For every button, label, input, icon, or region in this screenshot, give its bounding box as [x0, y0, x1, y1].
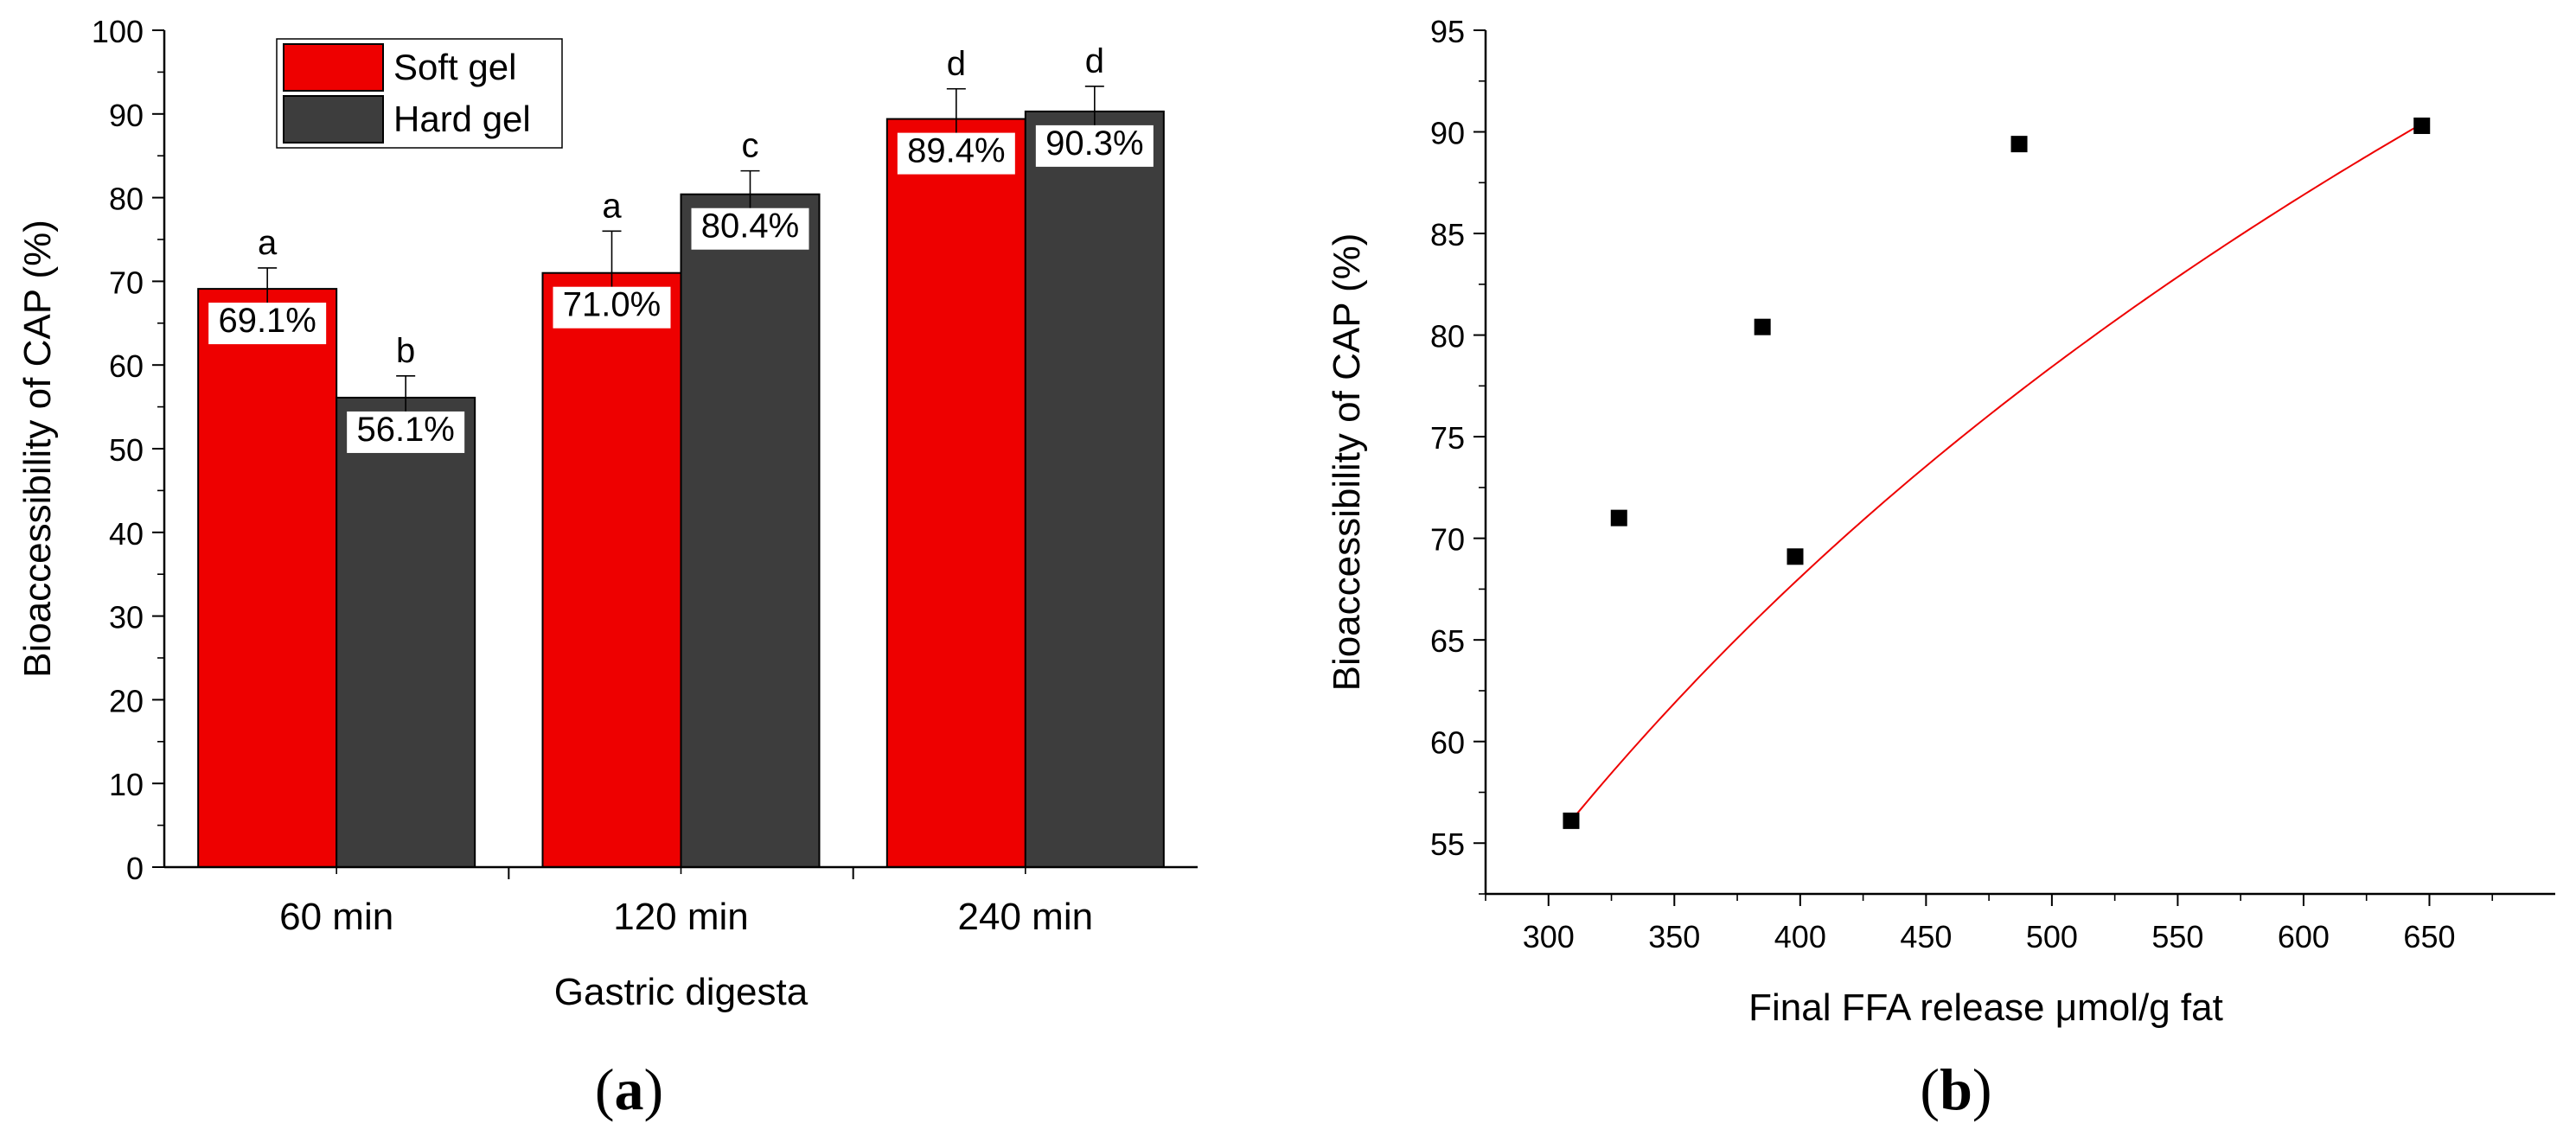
- y-axis-title: Bioaccessibility of CAP (%): [16, 220, 59, 678]
- value-label-box: [897, 132, 1015, 175]
- bar: [197, 288, 338, 868]
- x-tick-label: 450: [1900, 919, 1952, 954]
- bar-group: [197, 110, 1165, 869]
- scatter-point: [1787, 548, 1804, 565]
- y-tick-label: 70: [109, 265, 144, 300]
- bar: [680, 193, 821, 868]
- significance-letter: a: [258, 224, 278, 262]
- legend-swatch: [283, 95, 384, 144]
- y-tick-label: 65: [1430, 623, 1465, 659]
- value-label-group: 69.1% 71.0% 89.4% 56.1% 80.4% 90.3%: [208, 124, 1154, 453]
- scatter-point: [2413, 117, 2431, 134]
- value-label-text: 90.3%: [1045, 124, 1143, 163]
- x-tick-label: 600: [2278, 919, 2330, 954]
- value-label: 90.3%: [1035, 124, 1154, 167]
- value-label-text: 56.1%: [356, 411, 454, 449]
- bar-chart-axes: 0 10 20 30 40 50 60 70 80 90 100 60 min 120 min 240 m…: [92, 14, 1198, 938]
- significance-letter-group: a a d b c d: [258, 42, 1104, 370]
- value-label-text: 89.4%: [907, 132, 1005, 170]
- significance-letter: c: [742, 127, 759, 165]
- scatter-point: [1754, 318, 1771, 335]
- y-tick-label: 90: [109, 98, 144, 133]
- y-tick-label: 40: [109, 516, 144, 552]
- legend-label: Hard gel: [393, 99, 531, 139]
- value-label-text: 69.1%: [218, 302, 316, 340]
- value-label-text: 71.0%: [563, 286, 661, 324]
- x-tick-label: 60 min: [279, 896, 393, 938]
- scatter-chart-panel: 55 60 65 70 75 80 85 90 95 300 350 400 450 500 550 600 6…: [1326, 14, 2555, 1122]
- bar: [336, 396, 476, 868]
- x-tick-label: 300: [1523, 919, 1575, 954]
- value-label-box: [553, 286, 671, 329]
- y-tick-label: 60: [1430, 725, 1465, 761]
- legend-swatch: [283, 43, 384, 92]
- legend-label: Soft gel: [393, 47, 516, 87]
- value-label-box: [1035, 124, 1154, 167]
- value-label: 69.1%: [208, 302, 327, 345]
- y-tick-label: 80: [109, 182, 144, 217]
- y-tick-label: 20: [109, 683, 144, 718]
- value-label-box: [208, 303, 327, 345]
- y-tick-label: 10: [109, 767, 144, 802]
- panel-label-a: (a): [595, 1056, 663, 1122]
- scatter-point: [2010, 136, 2028, 153]
- significance-letter: b: [396, 332, 415, 370]
- value-label-text: 80.4%: [701, 207, 799, 246]
- x-tick-label: 500: [2026, 919, 2078, 954]
- scatter-point: [1563, 812, 1580, 829]
- fit-curve: [1570, 123, 2423, 822]
- value-label: 80.4%: [691, 207, 809, 250]
- x-tick-label: 240 min: [958, 896, 1094, 938]
- y-tick-label: 80: [1430, 319, 1465, 354]
- y-axis-title: Bioaccessibility of CAP (%): [1326, 233, 1368, 692]
- scatter-point: [1610, 509, 1627, 527]
- significance-letter: d: [947, 45, 966, 83]
- x-axis-title: Final FFA release μmol/g fat: [1748, 986, 2223, 1029]
- y-tick-label: 75: [1430, 420, 1465, 456]
- x-axis-title: Gastric digesta: [554, 971, 809, 1013]
- y-tick-label: 100: [92, 14, 144, 49]
- bar: [541, 271, 682, 869]
- panel-label-b: (b): [1920, 1056, 1991, 1122]
- value-label: 56.1%: [347, 411, 465, 453]
- y-tick-label: 60: [109, 348, 144, 384]
- value-label-box: [691, 207, 809, 250]
- y-tick-label: 50: [109, 432, 144, 468]
- significance-letter: d: [1085, 42, 1104, 80]
- value-label-box: [347, 411, 465, 453]
- y-tick-label: 30: [109, 600, 144, 635]
- y-tick-label: 90: [1430, 116, 1465, 151]
- legend: Soft gel Hard gel: [276, 38, 563, 149]
- significance-letter: a: [602, 187, 622, 225]
- value-label: 71.0%: [553, 286, 671, 329]
- y-tick-label: 95: [1430, 14, 1465, 49]
- value-label: 89.4%: [897, 132, 1015, 175]
- bar-chart-panel: 69.1% 71.0% 89.4% 56.1% 80.4% 90.3% a a d b c d 0 1…: [16, 14, 1198, 1122]
- y-tick-label: 55: [1430, 826, 1465, 862]
- scatter-chart-axes: 55 60 65 70 75 80 85 90 95 300 350 400 450 500 550 600 6…: [1430, 14, 2555, 954]
- y-tick-label: 0: [126, 851, 144, 886]
- scatter-point-group: [1563, 117, 2431, 829]
- y-tick-label: 70: [1430, 522, 1465, 558]
- y-tick-label: 85: [1430, 217, 1465, 252]
- bar: [885, 118, 1026, 869]
- x-tick-label: 650: [2403, 919, 2455, 954]
- x-tick-label: 400: [1774, 919, 1826, 954]
- x-tick-label: 550: [2151, 919, 2203, 954]
- x-tick-label: 120 min: [613, 896, 749, 938]
- x-tick-label: 350: [1648, 919, 1700, 954]
- bar: [1024, 110, 1165, 868]
